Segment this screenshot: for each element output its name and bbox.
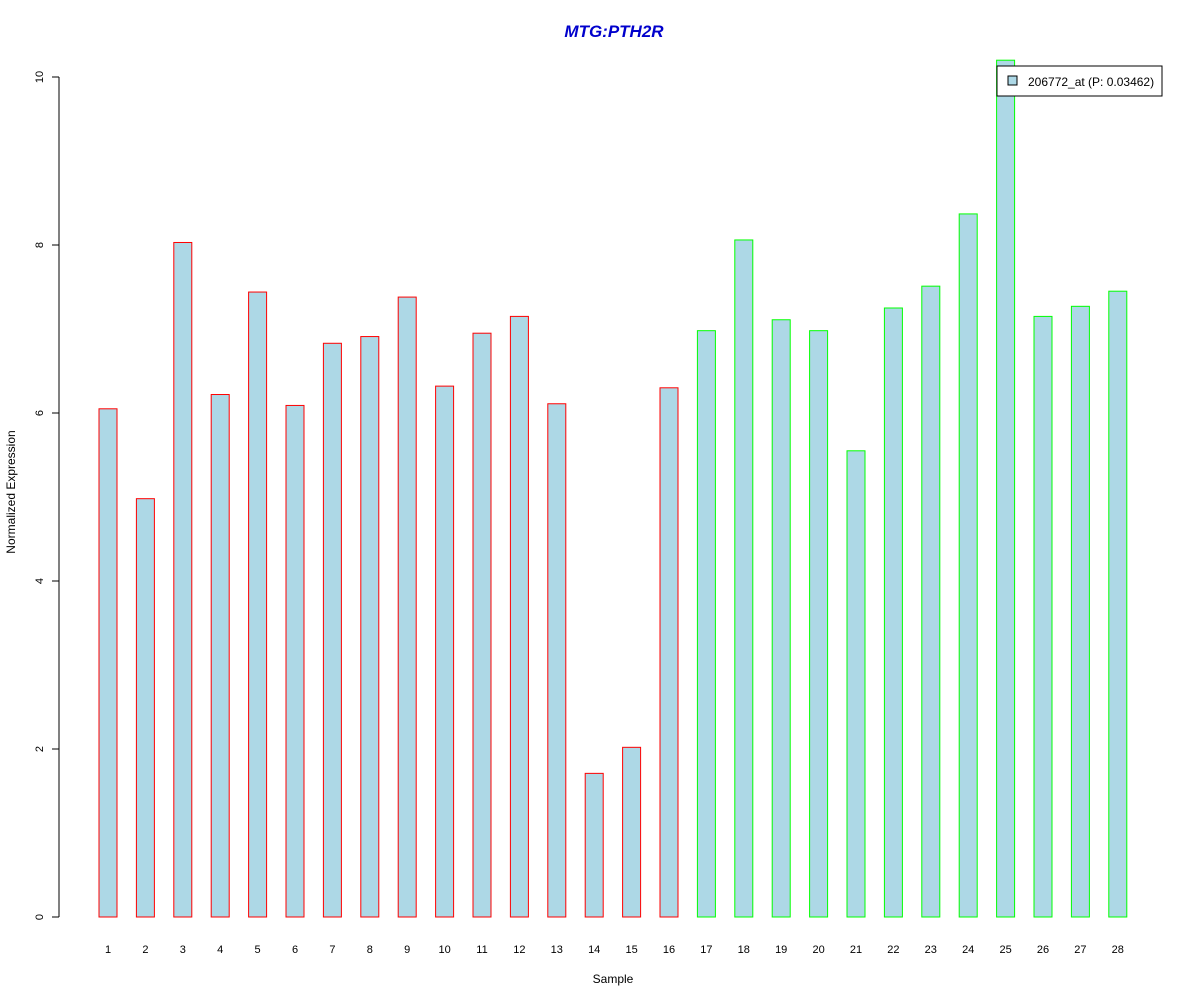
chart-title: MTG:PTH2R [564,22,664,41]
x-tick-label: 8 [367,944,373,956]
x-tick-label: 26 [1037,944,1049,956]
bar [509,315,529,918]
bar [472,332,492,918]
bar [135,498,155,918]
bar [958,213,978,918]
bar [622,746,642,918]
x-tick-label: 14 [588,944,600,956]
x-tick-label: 9 [404,944,410,956]
bar [771,319,791,918]
y-axis-label: Normalized Expression [4,430,18,553]
x-tick-label: 16 [663,944,675,956]
x-tick-label: 23 [925,944,937,956]
bar [322,342,342,918]
x-tick-label: 27 [1074,944,1086,956]
bar [285,404,305,918]
bar [173,241,193,918]
bar [1108,290,1128,918]
bar [584,772,604,918]
x-tick-label: 15 [625,944,637,956]
legend-swatch [1007,75,1018,86]
x-tick-label: 5 [255,944,261,956]
x-tick-label: 11 [476,944,487,956]
x-tick-label: 18 [738,944,750,956]
bar [846,450,866,918]
x-tick-labels: 1 2 3 4 5 6 7 8 9 10 11 12 13 14 15 16 17 18 19 20 21 22 23 24 2… [105,944,1124,956]
x-tick-label: 19 [775,944,787,956]
x-tick-label: 6 [292,944,298,956]
x-tick-label: 22 [887,944,899,956]
y-axis: 0 2 4 6 8 10 [34,71,60,920]
x-tick-label: 25 [999,944,1011,956]
x-tick-label: 13 [551,944,563,956]
x-axis-label: Sample [593,972,634,986]
x-tick-label: 4 [217,944,223,956]
bar [696,330,716,918]
legend: 206772_at (P: 0.03462) [996,65,1163,97]
y-tick-label: 2 [34,746,46,752]
x-tick-label: 17 [700,944,712,956]
x-tick-label: 1 [105,944,111,956]
x-tick-label: 12 [513,944,525,956]
y-tick-label: 4 [34,578,46,584]
bar [397,296,417,918]
bar [921,285,941,918]
bar [547,403,567,918]
bar [360,336,380,918]
bar [1070,305,1090,918]
bar [996,59,1016,918]
legend-box [996,65,1163,97]
bar-group [98,59,1128,918]
legend-label: 206772_at (P: 0.03462) [1028,75,1154,89]
bar [98,408,118,918]
x-tick-label: 10 [438,944,450,956]
bar [809,330,829,918]
bar [435,385,455,918]
x-tick-label: 2 [142,944,148,956]
x-tick-label: 3 [180,944,186,956]
x-tick-label: 20 [812,944,824,956]
bar [1033,315,1053,918]
bar [659,387,679,918]
bar [210,394,230,918]
y-tick-label: 6 [34,410,46,416]
y-tick-label: 10 [34,71,46,83]
bar [248,291,268,918]
x-tick-label: 21 [850,944,862,956]
x-tick-label: 7 [329,944,335,956]
y-tick-label: 0 [34,914,46,920]
bar [734,239,754,918]
bar [883,307,903,918]
x-tick-label: 24 [962,944,974,956]
x-tick-label: 28 [1112,944,1124,956]
y-tick-label: 8 [34,242,46,248]
